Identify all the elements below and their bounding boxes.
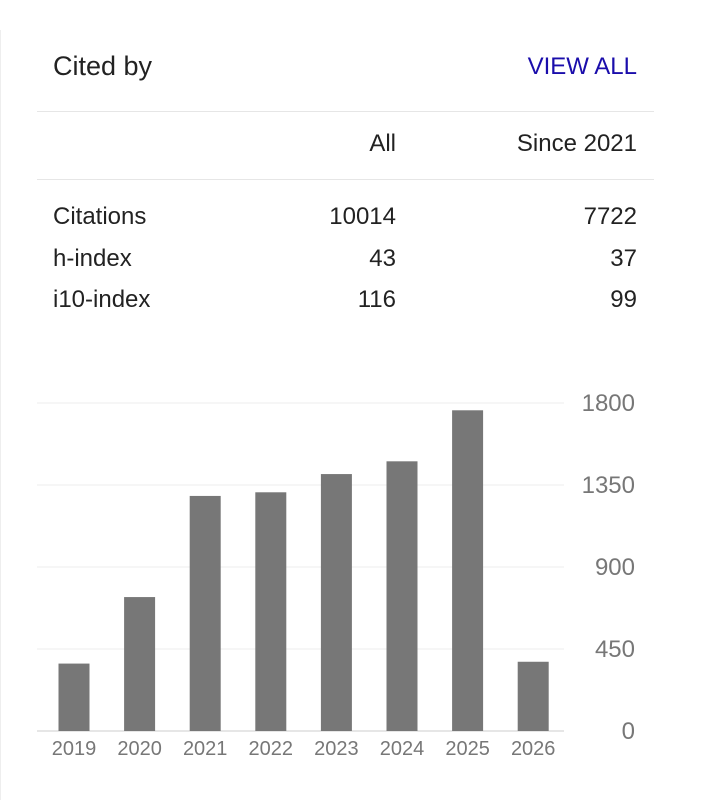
view-all-link[interactable]: VIEW ALL [527,53,637,80]
y-tick-label: 1350 [582,472,635,499]
x-tick-label: 2020 [117,738,162,760]
row-label[interactable]: i10-index [53,286,151,313]
bar-2021[interactable] [189,495,221,731]
left-divider [0,30,1,800]
bar-2019[interactable] [58,663,90,731]
y-tick-label: 1800 [582,390,635,417]
citation-table-body: Citations 10014 7722 h-index 43 37 i10-i… [37,198,654,323]
y-tick-label: 450 [595,636,635,663]
row-label[interactable]: Citations [53,203,147,230]
cited-by-title: Cited by [53,51,153,81]
value-all: 10014 [329,203,396,230]
y-tick-label: 0 [622,718,635,745]
cited-by-header: Cited by VIEW ALL [37,0,654,112]
value-all: 116 [357,286,396,313]
value-since: 7722 [583,203,637,230]
x-tick-label: 2025 [445,738,490,760]
bar-2023[interactable] [320,474,352,731]
x-tick-label: 2021 [183,738,228,760]
table-row-h-index: h-index 43 37 [37,240,654,282]
value-since: 99 [610,286,637,313]
x-tick-label: 2024 [380,738,425,760]
bar-2022[interactable] [255,492,287,731]
bar-2024[interactable] [386,461,418,731]
value-all: 43 [369,244,396,272]
x-tick-label: 2023 [314,738,359,760]
table-row-citations: Citations 10014 7722 [37,198,654,240]
x-tick-label: 2019 [52,738,97,760]
x-tick-label: 2026 [511,738,556,760]
bar-2020[interactable] [124,597,156,731]
cited-by-panel: Cited by VIEW ALL All Since 2021 Citatio… [37,0,654,800]
x-tick-label: 2022 [249,738,294,760]
value-since: 37 [610,244,637,272]
citations-per-year-chart: 0 450 900 1350 1800 2019 2020 2021 2022 2023 2024 2… [37,390,635,760]
bar-2025[interactable] [452,410,484,731]
citation-table-header: All Since 2021 [37,112,654,180]
column-header-since[interactable]: Since 2021 [516,130,637,157]
row-label[interactable]: h-index [53,244,132,272]
bar-2026[interactable] [517,661,549,731]
column-header-all[interactable]: All [369,130,396,157]
table-row-i10-index: i10-index 116 99 [37,281,654,323]
y-tick-label: 900 [595,554,635,581]
